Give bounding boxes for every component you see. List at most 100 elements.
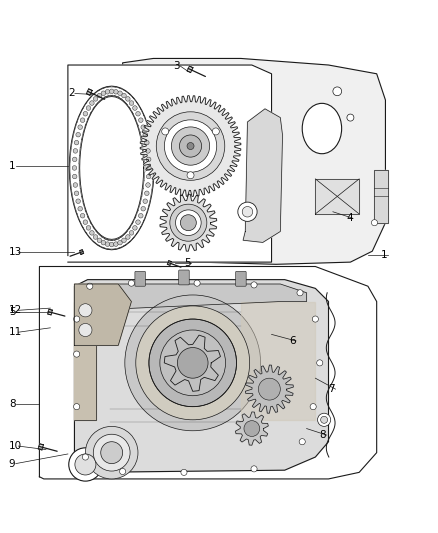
Polygon shape — [74, 302, 96, 420]
Text: 5: 5 — [9, 308, 15, 318]
Circle shape — [93, 96, 98, 101]
Circle shape — [128, 280, 134, 286]
FancyBboxPatch shape — [236, 271, 246, 286]
Polygon shape — [374, 170, 388, 223]
Circle shape — [251, 282, 257, 288]
Circle shape — [138, 118, 143, 123]
Circle shape — [145, 140, 149, 145]
Circle shape — [371, 220, 378, 226]
Circle shape — [90, 101, 94, 106]
Polygon shape — [245, 365, 293, 413]
Circle shape — [258, 378, 280, 400]
Text: 5: 5 — [184, 258, 191, 268]
Circle shape — [97, 238, 102, 243]
Circle shape — [141, 206, 145, 211]
Polygon shape — [187, 66, 193, 72]
Circle shape — [238, 202, 257, 221]
Text: 3: 3 — [173, 61, 180, 71]
Circle shape — [87, 283, 93, 289]
Circle shape — [170, 204, 207, 241]
Circle shape — [118, 91, 122, 95]
Circle shape — [299, 439, 305, 445]
Text: 13: 13 — [9, 247, 22, 256]
Circle shape — [180, 135, 201, 157]
Circle shape — [149, 319, 237, 407]
Text: 11: 11 — [9, 327, 22, 337]
Polygon shape — [167, 261, 171, 265]
Circle shape — [80, 213, 85, 218]
Polygon shape — [74, 284, 131, 345]
Circle shape — [93, 235, 98, 239]
Text: 12: 12 — [9, 305, 22, 316]
Circle shape — [147, 166, 151, 170]
Circle shape — [74, 191, 79, 196]
Circle shape — [72, 166, 77, 170]
Circle shape — [146, 174, 151, 179]
Circle shape — [105, 242, 110, 246]
Circle shape — [74, 316, 80, 322]
Polygon shape — [243, 109, 283, 243]
Circle shape — [101, 442, 123, 464]
Polygon shape — [38, 444, 43, 450]
Circle shape — [194, 280, 200, 286]
Circle shape — [180, 215, 196, 231]
Circle shape — [297, 290, 303, 296]
Circle shape — [143, 199, 148, 204]
Circle shape — [110, 243, 114, 247]
FancyBboxPatch shape — [135, 271, 145, 286]
Circle shape — [74, 351, 80, 357]
Text: 1: 1 — [381, 249, 388, 260]
Circle shape — [122, 93, 126, 98]
Circle shape — [76, 199, 81, 204]
Polygon shape — [86, 89, 92, 95]
Circle shape — [164, 120, 217, 172]
Polygon shape — [88, 284, 307, 310]
Circle shape — [156, 112, 225, 180]
Circle shape — [72, 157, 77, 161]
Polygon shape — [235, 412, 268, 445]
Circle shape — [321, 416, 328, 423]
Circle shape — [310, 403, 316, 410]
Circle shape — [129, 231, 134, 235]
Circle shape — [69, 448, 102, 481]
Circle shape — [187, 142, 194, 150]
Circle shape — [136, 306, 250, 420]
Circle shape — [212, 128, 219, 135]
Circle shape — [141, 125, 145, 130]
Circle shape — [75, 454, 96, 475]
Polygon shape — [140, 96, 241, 196]
Circle shape — [177, 348, 208, 378]
Circle shape — [113, 242, 118, 246]
Polygon shape — [68, 65, 272, 262]
Polygon shape — [160, 194, 217, 251]
Circle shape — [83, 220, 88, 224]
Circle shape — [73, 183, 78, 187]
Text: 10: 10 — [9, 441, 22, 451]
Circle shape — [113, 90, 118, 94]
Circle shape — [318, 413, 331, 426]
Text: 6: 6 — [289, 336, 296, 346]
Polygon shape — [315, 179, 359, 214]
Circle shape — [187, 172, 194, 179]
Text: 2: 2 — [68, 88, 74, 99]
Polygon shape — [164, 335, 220, 391]
Text: 4: 4 — [346, 213, 353, 223]
Circle shape — [74, 403, 80, 410]
Circle shape — [136, 111, 140, 116]
Circle shape — [85, 426, 138, 479]
Polygon shape — [48, 309, 52, 315]
Circle shape — [181, 469, 187, 475]
Circle shape — [78, 125, 82, 130]
Circle shape — [312, 316, 318, 322]
Circle shape — [125, 295, 261, 431]
Circle shape — [80, 118, 85, 123]
Circle shape — [146, 149, 150, 153]
Circle shape — [72, 174, 77, 179]
Text: 7: 7 — [328, 384, 335, 394]
Circle shape — [333, 87, 342, 96]
Circle shape — [105, 90, 110, 94]
Circle shape — [242, 206, 253, 217]
Circle shape — [93, 434, 130, 471]
Circle shape — [162, 128, 169, 135]
Circle shape — [74, 140, 79, 145]
